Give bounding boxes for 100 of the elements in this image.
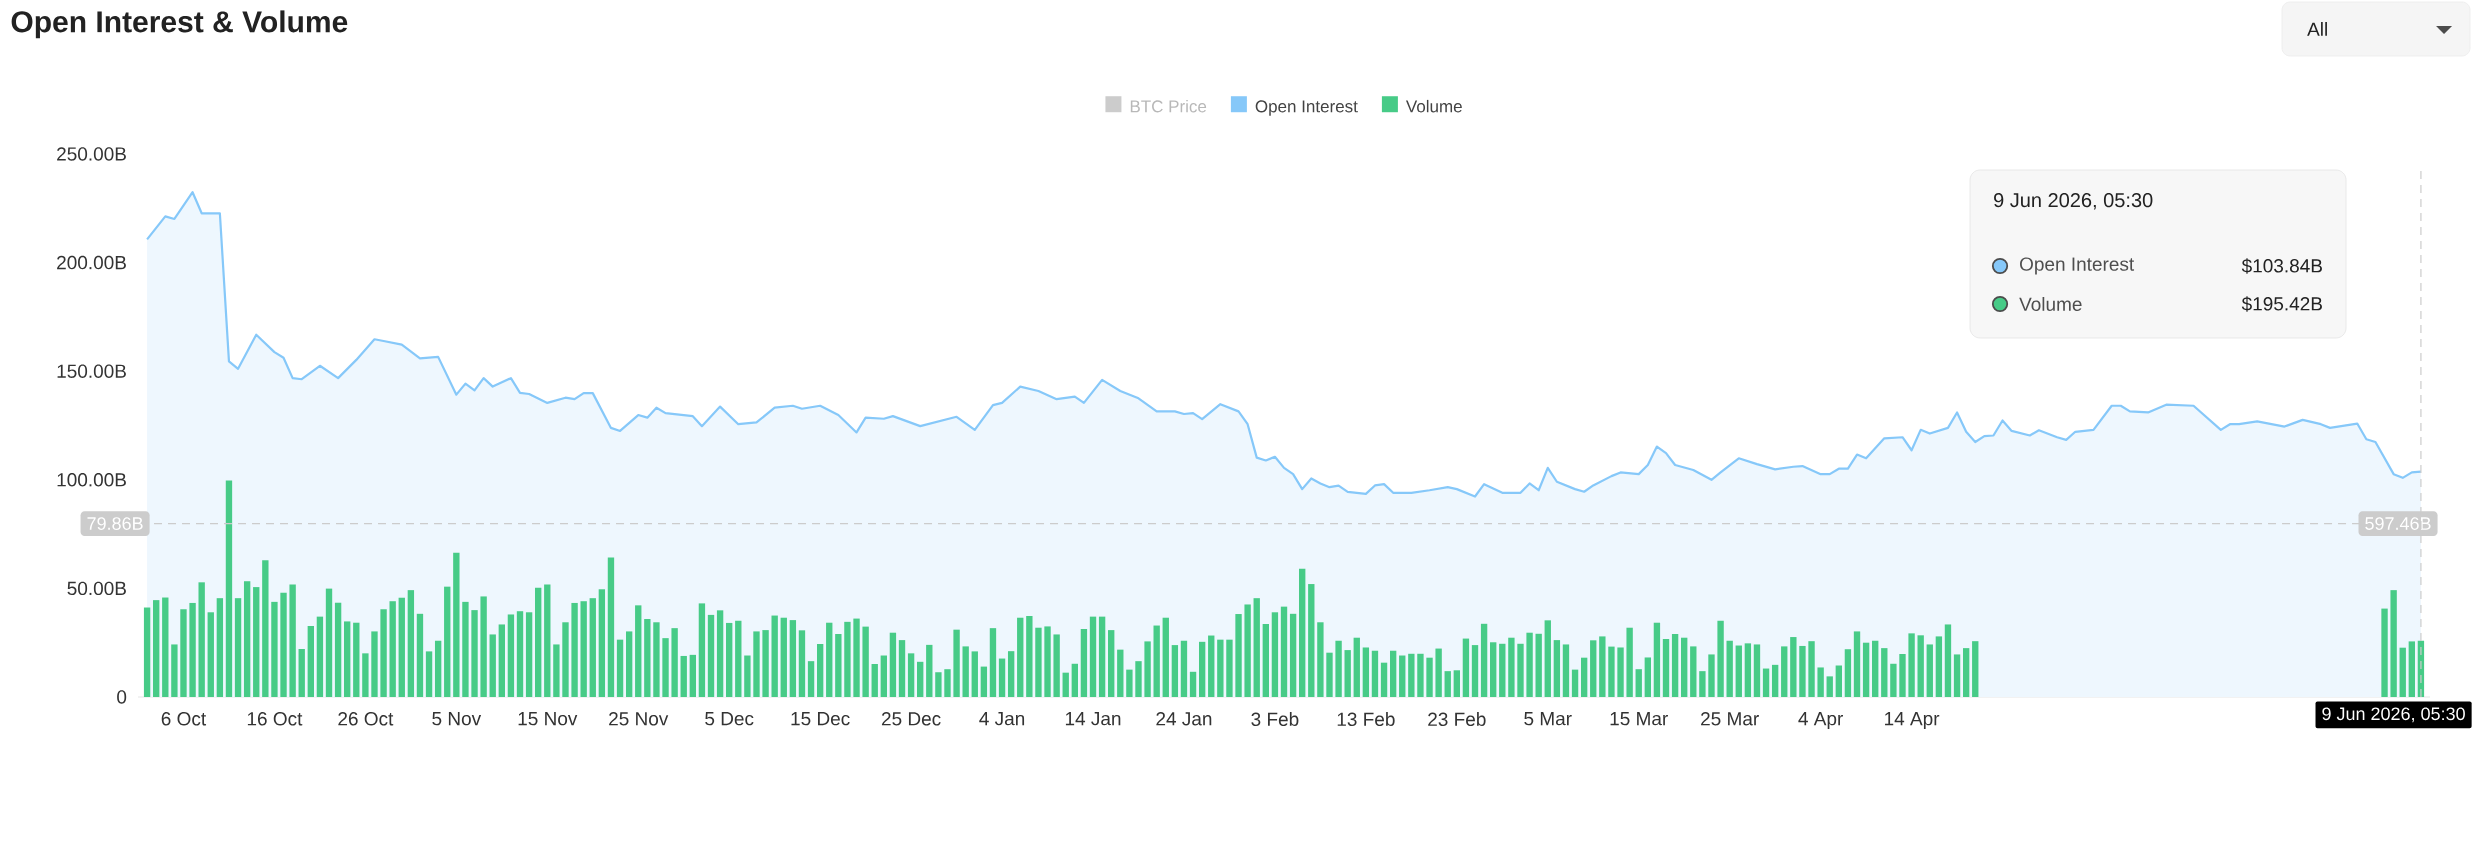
bar <box>1490 642 1497 697</box>
bar <box>325 588 333 697</box>
bar <box>1262 624 1269 697</box>
bar <box>1899 653 1906 697</box>
bar <box>980 666 988 697</box>
bar <box>444 586 451 697</box>
bar <box>162 597 169 697</box>
bar <box>789 620 797 697</box>
bar <box>998 658 1006 697</box>
bar <box>1699 671 1706 697</box>
bar <box>1526 632 1533 697</box>
bar <box>935 672 942 697</box>
bar <box>889 632 897 697</box>
bar <box>1917 635 1924 697</box>
bar <box>1790 637 1797 697</box>
bar <box>434 640 442 697</box>
bar <box>1089 616 1097 697</box>
bar <box>344 621 351 697</box>
bar <box>1044 626 1051 697</box>
bar <box>553 644 560 697</box>
x-tick-label: 16 Oct <box>247 712 303 726</box>
bar <box>1744 643 1752 697</box>
text: Volume <box>2019 297 2082 311</box>
bar <box>780 617 787 697</box>
bar <box>1953 654 1961 697</box>
bar <box>189 602 196 697</box>
bar <box>1517 643 1524 697</box>
bar <box>989 628 997 697</box>
bar <box>1444 671 1451 697</box>
bar <box>735 620 742 697</box>
bar <box>1762 668 1770 697</box>
bar <box>707 614 715 697</box>
bar <box>307 625 314 697</box>
bar <box>1408 653 1415 697</box>
bar <box>926 644 933 697</box>
bar <box>1426 657 1433 697</box>
bar <box>1026 615 1033 697</box>
bar <box>853 618 860 697</box>
bar <box>580 601 587 697</box>
bar <box>407 590 415 697</box>
annotation: $103.84B <box>2241 258 2322 274</box>
bar <box>1171 645 1179 697</box>
bar <box>225 480 233 697</box>
bar <box>453 552 460 697</box>
bar <box>1717 620 1724 697</box>
bar <box>2381 608 2388 697</box>
bar <box>234 598 242 697</box>
bar <box>544 584 551 697</box>
bar <box>216 598 224 697</box>
bar <box>1080 629 1088 697</box>
bar <box>607 557 615 697</box>
bar <box>380 609 387 697</box>
bar <box>1580 657 1588 697</box>
bar <box>1735 645 1742 697</box>
bar <box>1872 640 1879 697</box>
bar <box>798 630 806 697</box>
x-tick-label: 6 Oct <box>161 712 207 726</box>
bar <box>716 610 724 697</box>
bar <box>1135 661 1142 697</box>
bar <box>243 581 251 697</box>
bar <box>1644 657 1651 697</box>
y-tick-label: 50.00B <box>67 581 126 596</box>
x-tick-label: 25 Dec <box>881 712 941 726</box>
bar <box>571 602 578 697</box>
bar <box>1881 648 1888 697</box>
bar <box>1126 669 1133 697</box>
bar <box>1098 616 1106 697</box>
bar <box>562 622 569 697</box>
bar <box>1253 598 1260 697</box>
bar <box>898 640 906 697</box>
bar <box>516 611 524 697</box>
bar <box>1371 650 1379 697</box>
bar <box>653 622 660 697</box>
bar <box>1380 662 1388 697</box>
bar <box>1781 646 1788 697</box>
bar <box>616 639 624 697</box>
y-tick-label: 200.00B <box>57 255 126 270</box>
bar <box>2399 647 2406 697</box>
bar <box>1972 641 1979 697</box>
bar <box>1435 648 1442 697</box>
bar <box>1153 625 1160 697</box>
bar <box>316 616 324 697</box>
x-tick-label: 25 Mar <box>1701 712 1759 726</box>
bar <box>1771 664 1779 697</box>
bar <box>1217 639 1224 697</box>
bar <box>1826 676 1833 697</box>
bar <box>1908 633 1915 697</box>
bar <box>844 621 851 697</box>
bar <box>1890 663 1897 697</box>
bar <box>962 646 969 697</box>
bar <box>944 669 951 697</box>
bar <box>1208 635 1215 697</box>
x-tick-label: 26 Oct <box>338 712 394 726</box>
annotation: $195.42B <box>2241 296 2322 312</box>
bar <box>1326 652 1333 697</box>
bar <box>1626 627 1633 697</box>
ref-line-label: 9 Jun 2026, 05:30 <box>2322 707 2465 723</box>
bar <box>1471 645 1479 697</box>
x-tick-label: 15 Nov <box>518 712 578 726</box>
y-tick-label: 0 <box>117 690 127 704</box>
